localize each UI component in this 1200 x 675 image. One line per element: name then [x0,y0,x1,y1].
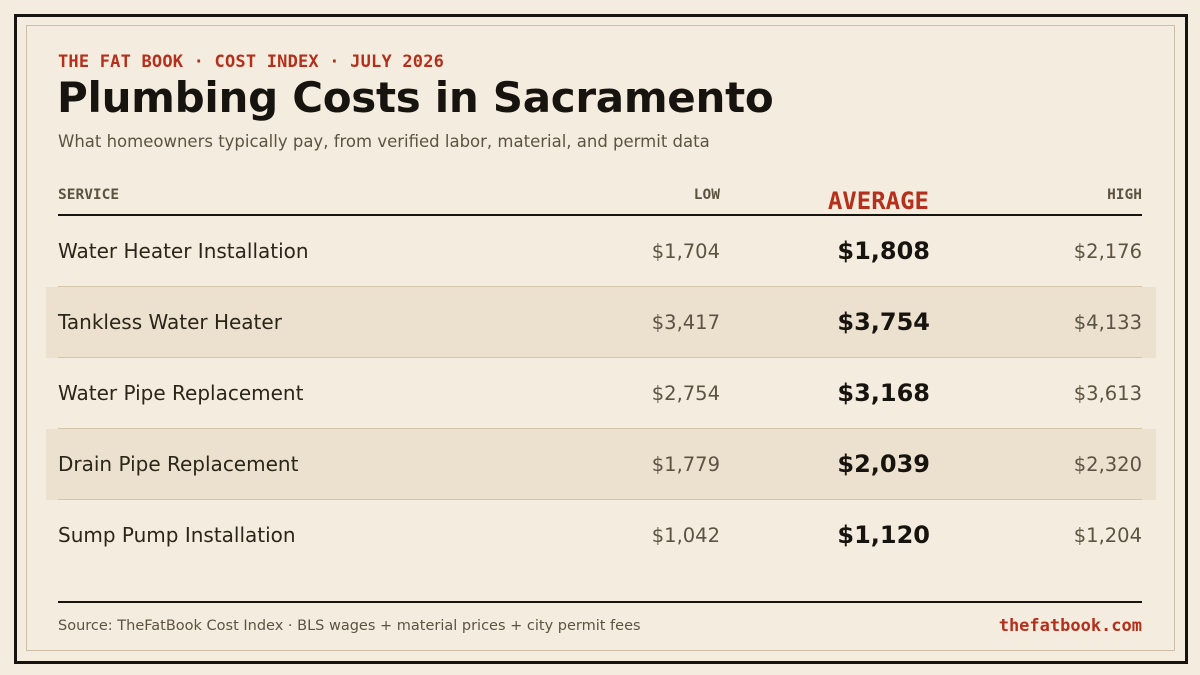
row-divider [58,357,1142,358]
table-row: Water Heater Installation $1,704 $1,808 … [0,216,1200,287]
row-divider [58,286,1142,287]
inner-border [26,25,1175,651]
page-subtitle: What homeowners typically pay, from veri… [58,132,710,151]
high-cell: $3,613 [1073,382,1142,405]
column-header-service: SERVICE [58,187,120,203]
header-rule [58,214,1142,216]
footer-rule [58,601,1142,603]
eyebrow-label: THE FAT BOOK · COST INDEX · JULY 2026 [58,52,445,72]
service-cell: Water Pipe Replacement [58,381,304,405]
column-header-average: AVERAGE [827,187,929,215]
low-cell: $1,042 [651,524,720,547]
average-cell: $3,168 [837,379,930,407]
service-cell: Tankless Water Heater [58,310,282,334]
high-cell: $4,133 [1073,311,1142,334]
low-cell: $1,779 [651,453,720,476]
table-row: Water Pipe Replacement $2,754 $3,168 $3,… [0,358,1200,429]
page-title: Plumbing Costs in Sacramento [57,73,774,122]
average-cell: $3,754 [837,308,930,336]
row-divider [58,499,1142,500]
low-cell: $1,704 [651,240,720,263]
site-link[interactable]: thefatbook.com [998,616,1142,636]
row-divider [58,428,1142,429]
average-cell: $1,120 [837,521,930,549]
table-row: Drain Pipe Replacement $1,779 $2,039 $2,… [0,429,1200,500]
high-cell: $1,204 [1073,524,1142,547]
average-cell: $2,039 [837,450,930,478]
row-shading [46,429,1156,500]
row-shading [46,287,1156,358]
source-note: Source: TheFatBook Cost Index · BLS wage… [58,618,641,634]
column-header-low: LOW [693,187,720,203]
service-cell: Water Heater Installation [58,239,309,263]
high-cell: $2,176 [1073,240,1142,263]
service-cell: Drain Pipe Replacement [58,452,299,476]
table-row: Sump Pump Installation $1,042 $1,120 $1,… [0,500,1200,571]
outer-border [14,14,1188,664]
table-row: Tankless Water Heater $3,417 $3,754 $4,1… [0,287,1200,358]
service-cell: Sump Pump Installation [58,523,296,547]
low-cell: $3,417 [651,311,720,334]
average-cell: $1,808 [837,237,930,265]
column-header-high: HIGH [1107,187,1142,203]
low-cell: $2,754 [651,382,720,405]
high-cell: $2,320 [1073,453,1142,476]
